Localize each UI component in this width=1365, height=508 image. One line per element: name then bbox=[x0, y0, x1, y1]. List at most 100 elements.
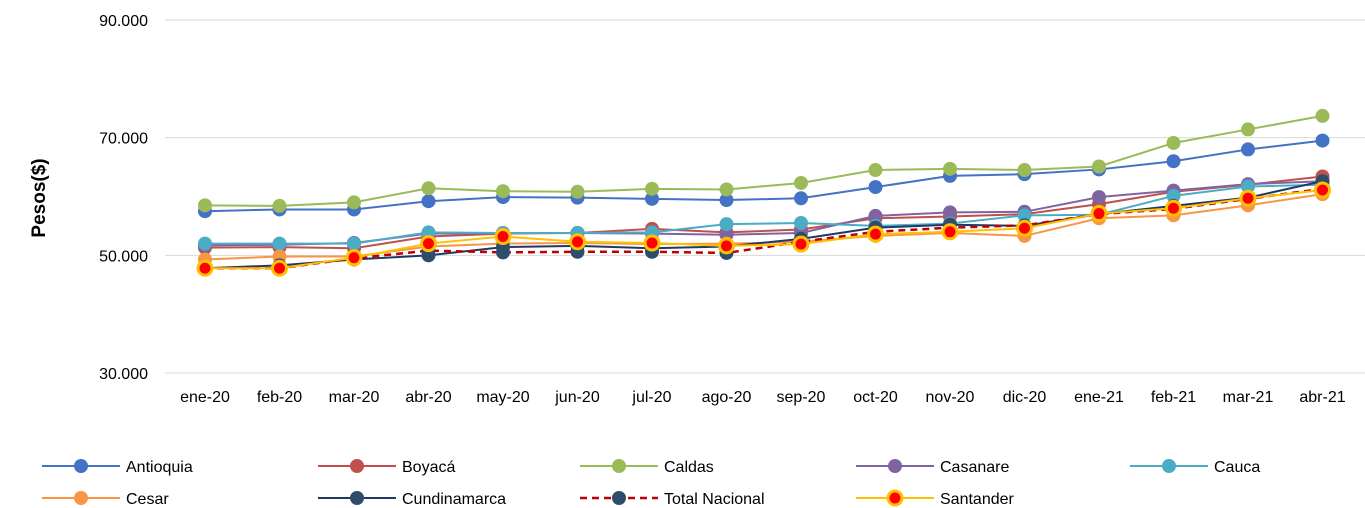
y-tick-label: 50.000 bbox=[99, 248, 148, 265]
data-point bbox=[1166, 154, 1181, 169]
data-point bbox=[1016, 219, 1033, 237]
y-axis-ticks: 30.000 50.000 70.000 90.000 bbox=[99, 13, 148, 383]
data-point bbox=[792, 235, 810, 253]
legend-item: Total Nacional bbox=[580, 491, 765, 508]
x-tick-label: ene-20 bbox=[180, 389, 230, 406]
data-point bbox=[198, 198, 212, 213]
legend-label: Cauca bbox=[1214, 459, 1260, 476]
x-tick-label: feb-20 bbox=[257, 389, 302, 406]
y-axis-label: Pesos($) bbox=[29, 158, 50, 237]
data-point bbox=[271, 259, 288, 277]
legend-item: Boyacá bbox=[318, 459, 455, 476]
series-line bbox=[204, 193, 1323, 261]
data-point bbox=[1314, 181, 1331, 199]
x-tick-label: ene-21 bbox=[1074, 389, 1124, 406]
data-point bbox=[1315, 108, 1330, 123]
data-point bbox=[570, 184, 585, 199]
series-line bbox=[204, 114, 1323, 207]
series-lines bbox=[196, 108, 1331, 277]
data-point bbox=[1241, 142, 1255, 157]
legend-marker bbox=[1162, 459, 1176, 473]
legend-label: Cundinamarca bbox=[402, 491, 506, 508]
data-point bbox=[345, 249, 363, 267]
data-point bbox=[1092, 190, 1106, 205]
data-point bbox=[272, 198, 287, 213]
x-tick-label: dic-20 bbox=[1003, 389, 1047, 406]
legend-marker bbox=[350, 491, 364, 505]
legend-marker bbox=[74, 459, 88, 473]
legend-marker bbox=[888, 459, 902, 473]
data-point bbox=[643, 234, 661, 252]
data-point bbox=[719, 217, 734, 232]
data-point bbox=[868, 163, 883, 178]
data-point bbox=[1165, 199, 1182, 217]
x-tick-label: abr-20 bbox=[405, 389, 451, 406]
data-point bbox=[1017, 208, 1032, 223]
x-tick-label: abr-21 bbox=[1299, 389, 1345, 406]
legend-label: Casanare bbox=[940, 459, 1009, 476]
data-point bbox=[645, 191, 659, 206]
legend-item: Cesar bbox=[42, 491, 169, 508]
data-point bbox=[1166, 188, 1181, 203]
series-cauca bbox=[198, 177, 1330, 251]
series-santander bbox=[196, 181, 1331, 277]
x-tick-label: may-20 bbox=[476, 389, 529, 406]
data-point bbox=[496, 184, 510, 199]
legend-label: Caldas bbox=[664, 459, 714, 476]
x-tick-label: jun-20 bbox=[554, 389, 600, 406]
series-cundinamarca bbox=[198, 174, 1330, 276]
gridlines bbox=[165, 19, 1365, 374]
legend-label: Antioquia bbox=[126, 459, 193, 476]
series-line bbox=[204, 139, 1323, 213]
data-point bbox=[496, 245, 510, 260]
x-tick-label: nov-20 bbox=[926, 389, 975, 406]
legend-label: Santander bbox=[940, 491, 1015, 508]
data-point bbox=[1241, 179, 1255, 194]
series-total-nacional bbox=[198, 181, 1330, 276]
data-point bbox=[347, 195, 361, 210]
x-tick-label: mar-21 bbox=[1223, 389, 1274, 406]
legend-label: Boyacá bbox=[402, 459, 455, 476]
data-point bbox=[1166, 135, 1181, 150]
legend: Antioquia Boyacá Caldas Casanare Cauca Cesar C… bbox=[42, 459, 1260, 508]
x-tick-label: ago-20 bbox=[702, 389, 752, 406]
data-point bbox=[718, 237, 735, 255]
legend-label: Cesar bbox=[126, 491, 169, 508]
data-point bbox=[1239, 189, 1257, 207]
y-tick-label: 30.000 bbox=[99, 366, 148, 383]
legend-item: Cundinamarca bbox=[318, 491, 506, 508]
data-point bbox=[347, 236, 361, 251]
data-point bbox=[867, 225, 884, 243]
legend-label: Total Nacional bbox=[664, 491, 765, 508]
data-point bbox=[941, 223, 959, 241]
legend-item: Caldas bbox=[580, 459, 714, 476]
legend-marker bbox=[612, 491, 626, 505]
series-line bbox=[204, 180, 1323, 247]
legend-item: Santander bbox=[856, 489, 1015, 508]
x-tick-label: jul-20 bbox=[631, 389, 671, 406]
data-point bbox=[1090, 205, 1108, 223]
series-caldas bbox=[198, 108, 1330, 213]
data-point bbox=[421, 194, 436, 209]
data-point bbox=[1315, 133, 1330, 148]
y-tick-label: 90.000 bbox=[99, 13, 148, 30]
data-point bbox=[943, 205, 957, 220]
data-point bbox=[420, 235, 437, 253]
data-point bbox=[868, 208, 883, 223]
data-point bbox=[943, 161, 957, 176]
data-point bbox=[494, 228, 512, 246]
x-tick-label: mar-20 bbox=[329, 389, 380, 406]
legend-item: Antioquia bbox=[42, 459, 193, 476]
legend-marker bbox=[886, 489, 904, 507]
x-tick-label: feb-21 bbox=[1151, 389, 1196, 406]
data-point bbox=[1017, 163, 1032, 178]
data-point bbox=[421, 181, 436, 196]
data-point bbox=[1241, 122, 1255, 137]
x-tick-label: oct-20 bbox=[853, 389, 898, 406]
series-line bbox=[205, 189, 1323, 270]
data-point bbox=[868, 180, 883, 195]
legend-item: Casanare bbox=[856, 459, 1009, 476]
series-line bbox=[204, 175, 1323, 250]
legend-marker bbox=[612, 459, 626, 473]
